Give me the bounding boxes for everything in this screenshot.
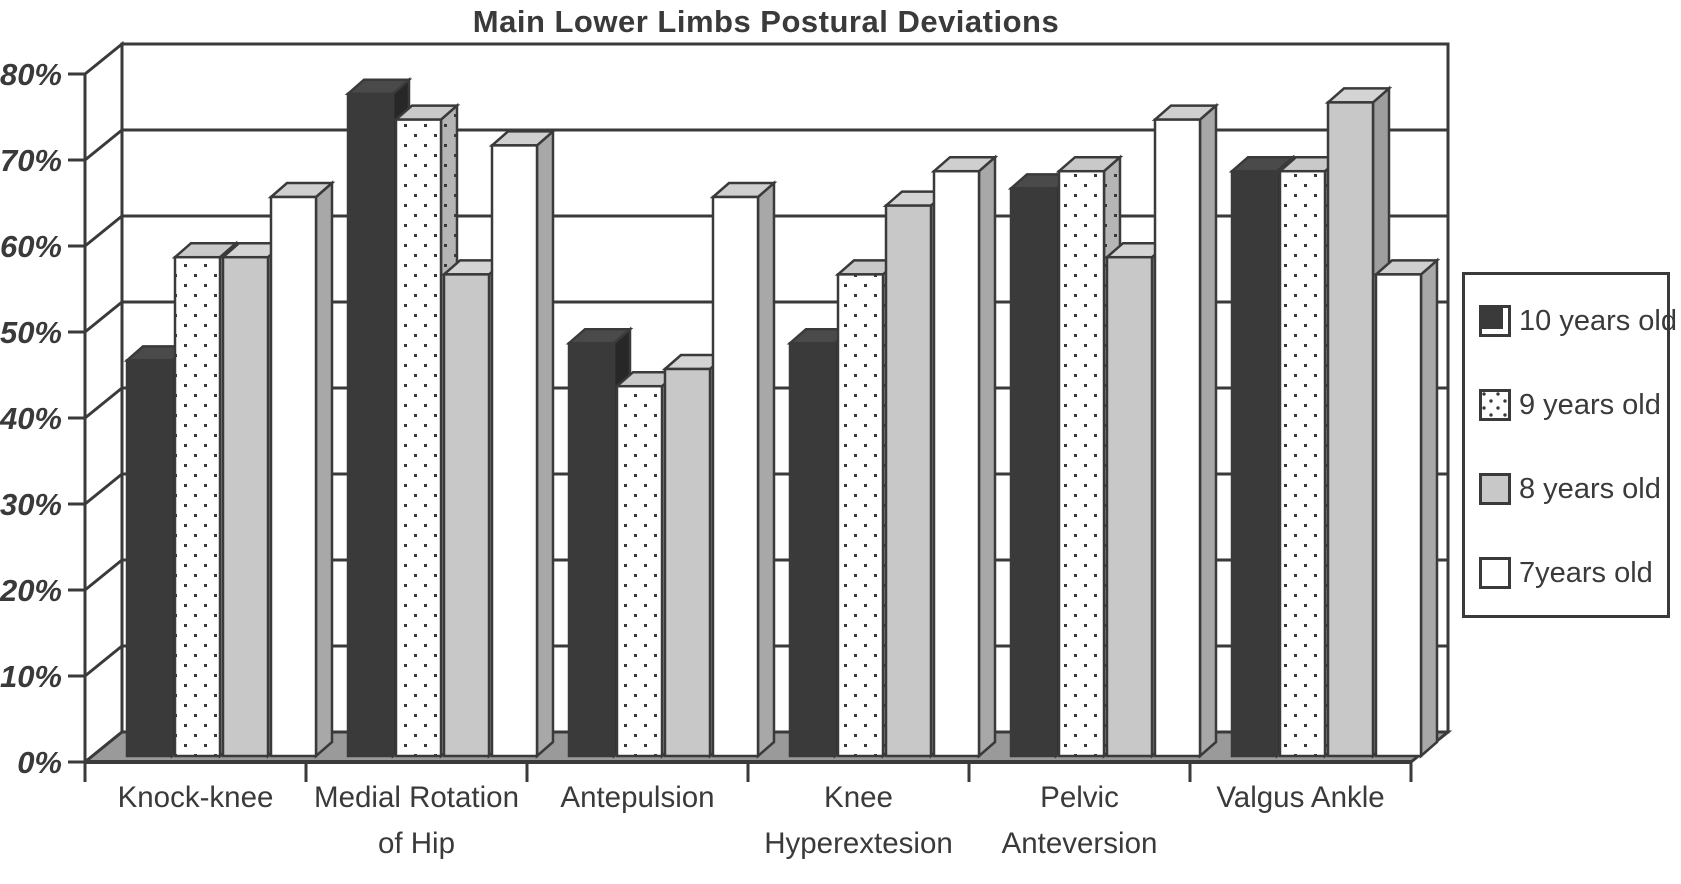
legend-label: 7years old [1519, 556, 1653, 589]
bar-s7-cat3 [930, 154, 999, 759]
bar-s7-cat2 [709, 180, 778, 759]
bar-s7-cat0 [267, 180, 336, 759]
x-category-label: Antepulsion [560, 781, 714, 814]
x-category-label: Hyperextesion [764, 827, 953, 860]
legend-swatch-9-years-old [1479, 389, 1511, 421]
x-category-label: Pelvic [1040, 781, 1119, 814]
chart-legend: 10 years old 9 years old 8 years old 7ye… [1462, 272, 1677, 618]
y-axis-labels: 0% 10% 20% 30% 40% 50% 60% 70% 80% [0, 57, 62, 780]
bar-s7-cat5 [1372, 257, 1441, 759]
plot-walls [83, 40, 1450, 766]
legend-swatch-7-years-old [1479, 557, 1511, 589]
y-tick-label: 80% [0, 57, 62, 92]
chart-title: Main Lower Limbs Postural Deviations [472, 4, 1060, 39]
y-tick-label: 40% [0, 401, 62, 436]
bar-s7-cat4 [1151, 102, 1220, 759]
x-axis-labels: Knock-knee Medial Rotation of Hip Antepulsi… [118, 781, 1385, 860]
y-tick-label: 60% [0, 229, 62, 264]
bar-s9-cat1 [392, 102, 461, 759]
legend-item-7-years-old: 7years old [1479, 555, 1653, 591]
axes [68, 72, 1413, 782]
bar-s9-cat5 [1276, 154, 1345, 759]
legend-swatch-8-years-old [1479, 473, 1511, 505]
bar-s7-cat1 [488, 128, 557, 759]
y-tick-label: 50% [0, 315, 62, 350]
x-category-label: Knock-knee [118, 781, 274, 814]
y-tick-label: 20% [0, 573, 62, 608]
bars [123, 77, 1441, 759]
x-category-label: Valgus Ankle [1216, 781, 1384, 814]
legend-label: 8 years old [1519, 472, 1661, 505]
x-category-label: Knee [824, 781, 893, 814]
legend-item-9-years-old: 9 years old [1479, 387, 1661, 423]
y-tick-label: 30% [0, 487, 62, 522]
y-tick-label: 0% [17, 745, 62, 780]
x-category-label: Medial Rotation [314, 781, 519, 814]
y-tick-label: 10% [0, 659, 62, 694]
legend-label: 9 years old [1519, 388, 1661, 421]
x-category-label: Anteversion [1002, 827, 1158, 860]
legend-item-8-years-old: 8 years old [1479, 471, 1661, 507]
y-tick-label: 70% [0, 143, 62, 178]
legend-item-10-years-old: 10 years old [1479, 303, 1677, 339]
legend-label: 10 years old [1519, 304, 1677, 337]
legend-swatch-10-years-old [1479, 305, 1511, 337]
x-category-label: of Hip [378, 827, 455, 860]
